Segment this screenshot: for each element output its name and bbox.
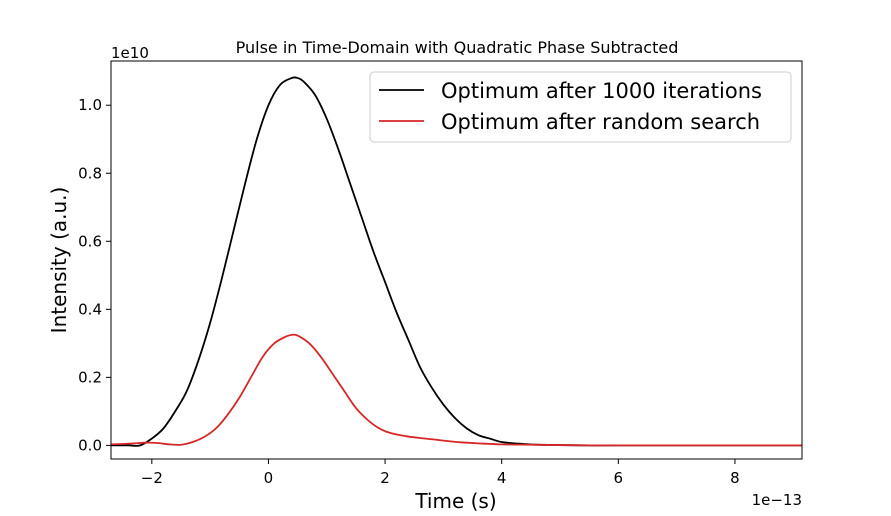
series-line-2 — [110, 333, 802, 447]
y-tick-label: 1.0 — [78, 96, 102, 114]
y-axis-label: Intensity (a.u.) — [47, 187, 71, 334]
x-tick-label: 0 — [264, 469, 274, 487]
x-offset-label: 1e−13 — [752, 491, 802, 509]
y-tick-label: 0.4 — [78, 300, 102, 318]
legend-box — [369, 71, 792, 143]
y-tick-label: 0.8 — [78, 164, 102, 182]
x-axis-ticks: −2 0 2 4 6 8 — [141, 459, 740, 487]
y-axis-ticks: 0.0 0.2 0.4 0.6 0.8 1.0 — [78, 96, 111, 454]
x-tick-label: −2 — [141, 469, 163, 487]
series-layer — [110, 76, 802, 447]
x-axis-label: Time (s) — [414, 489, 496, 513]
plot-frame — [110, 60, 803, 460]
x-tick-label: 6 — [614, 469, 624, 487]
plot-area — [110, 60, 803, 460]
y-offset-label: 1e10 — [111, 44, 149, 62]
y-tick-label: 0.2 — [78, 368, 102, 386]
legend-label-series-1: Optimum after 1000 iterations — [441, 79, 762, 103]
x-tick-label: 4 — [497, 469, 507, 487]
series-line-1 — [110, 76, 802, 447]
x-tick-label: 8 — [730, 469, 740, 487]
x-tick-label: 2 — [380, 469, 390, 487]
chart-title: Pulse in Time-Domain with Quadratic Phas… — [236, 38, 679, 57]
legend: Optimum after 1000 iterations Optimum af… — [369, 71, 792, 143]
legend-label-series-2: Optimum after random search — [441, 110, 760, 134]
y-tick-label: 0.6 — [78, 232, 102, 250]
y-tick-label: 0.0 — [78, 436, 102, 454]
